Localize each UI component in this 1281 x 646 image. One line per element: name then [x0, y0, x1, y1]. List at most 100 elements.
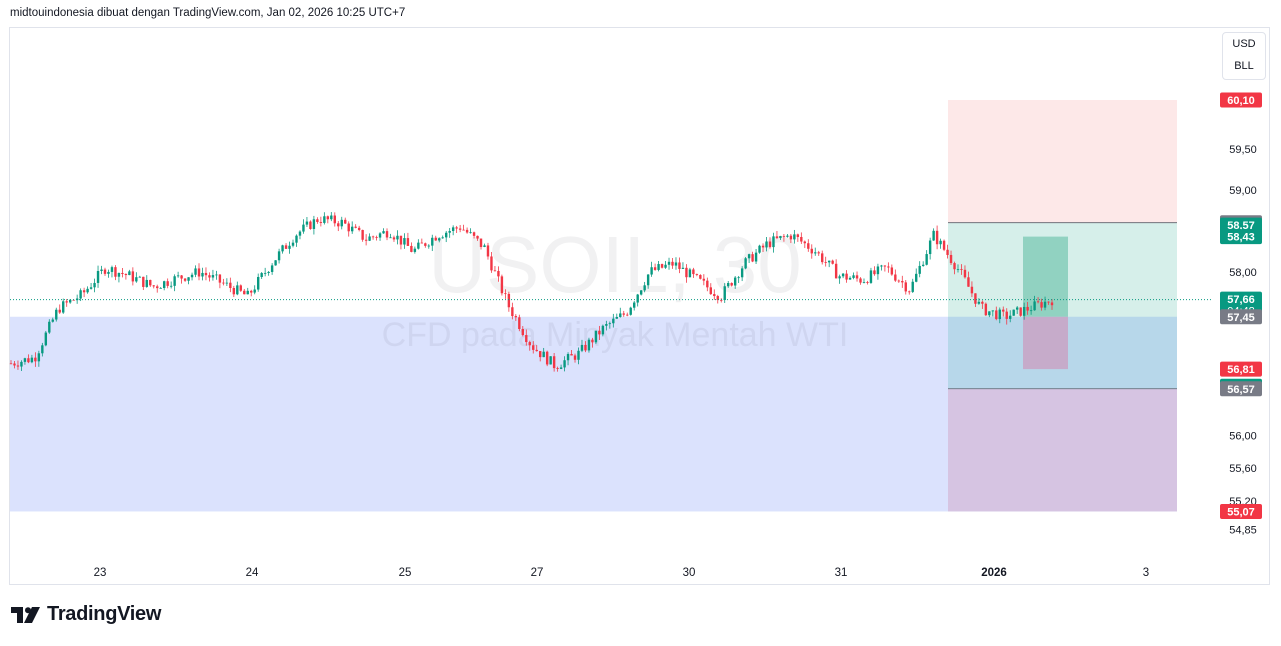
- candle: [93, 278, 96, 293]
- y-tick-label: 55,60: [1229, 463, 1257, 475]
- tradingview-brand: TradingView: [47, 603, 162, 625]
- candle-body: [1033, 301, 1036, 311]
- candle: [504, 289, 507, 299]
- candle-body: [246, 290, 249, 295]
- candle-body: [775, 236, 779, 239]
- candle: [730, 282, 733, 287]
- candle: [977, 298, 981, 305]
- candle: [779, 235, 782, 241]
- candle: [796, 233, 800, 242]
- candle-body: [37, 353, 41, 362]
- candle: [747, 253, 751, 264]
- candle: [103, 267, 107, 276]
- candle-body: [483, 245, 486, 247]
- candle-body: [490, 256, 493, 271]
- candle-body: [142, 276, 145, 287]
- candle: [883, 265, 887, 272]
- candle: [518, 314, 521, 332]
- candle-body: [1047, 301, 1050, 303]
- x-tick-label: 27: [531, 567, 544, 579]
- candle: [539, 351, 542, 362]
- candle: [636, 293, 639, 307]
- candle: [834, 259, 838, 279]
- x-tick-label: 25: [399, 567, 412, 579]
- candle-body: [51, 319, 54, 322]
- candle: [643, 281, 646, 293]
- candle-body: [121, 272, 124, 274]
- candle: [389, 233, 392, 239]
- candle-body: [876, 266, 880, 275]
- candle-body: [465, 229, 469, 233]
- candle-body: [333, 215, 336, 224]
- candle: [587, 337, 591, 353]
- candle-body: [532, 345, 535, 350]
- candle-body: [232, 288, 236, 295]
- candle-body: [963, 269, 967, 278]
- candle: [566, 352, 570, 366]
- candle: [462, 224, 465, 231]
- candle: [406, 232, 410, 247]
- candle-body: [100, 269, 103, 271]
- candle: [720, 298, 723, 303]
- price-label-text: 55,07: [1227, 506, 1255, 518]
- candle-body: [772, 236, 775, 248]
- currency-unit-badge[interactable]: USD BLL: [1222, 32, 1266, 80]
- candle: [664, 261, 667, 269]
- candle: [62, 298, 65, 314]
- candle-body: [580, 344, 584, 351]
- tradingview-logo[interactable]: TradingView: [11, 603, 161, 626]
- candle: [176, 271, 180, 278]
- candle-body: [445, 232, 448, 238]
- candle-body: [197, 268, 201, 277]
- candle: [782, 234, 786, 242]
- candle: [100, 265, 103, 275]
- candle-body: [991, 310, 995, 312]
- candle: [928, 237, 932, 260]
- candle-body: [897, 280, 901, 282]
- candle-body: [848, 277, 852, 280]
- candle: [486, 242, 490, 260]
- candle: [110, 265, 114, 278]
- candle: [354, 224, 357, 229]
- candle: [970, 281, 974, 298]
- candle: [55, 307, 58, 322]
- candle-body: [291, 242, 295, 246]
- candle: [685, 264, 688, 283]
- candle: [420, 238, 424, 244]
- candle: [142, 276, 145, 291]
- candle-body: [636, 294, 639, 303]
- candle: [991, 310, 995, 317]
- candle-body: [431, 237, 434, 246]
- candle: [284, 243, 288, 250]
- price-label-target: 58,43: [1220, 229, 1262, 245]
- candle: [166, 278, 169, 289]
- candle-body: [204, 272, 208, 276]
- candle: [483, 243, 486, 248]
- candle: [1012, 309, 1015, 316]
- candle-body: [114, 267, 117, 277]
- candle: [751, 251, 754, 263]
- candle: [862, 278, 866, 284]
- candle-body: [688, 269, 692, 278]
- candle-body: [169, 285, 173, 287]
- candle: [86, 286, 89, 294]
- candle-body: [831, 260, 834, 264]
- candle-body: [30, 357, 34, 363]
- candle-body: [901, 281, 904, 283]
- candle-body: [72, 299, 75, 301]
- candle: [768, 237, 772, 249]
- candle: [775, 231, 779, 240]
- candle: [218, 274, 222, 289]
- candle-body: [218, 274, 222, 283]
- candle: [573, 353, 577, 363]
- candle-body: [925, 254, 928, 265]
- candle-body: [643, 285, 646, 291]
- candle: [378, 232, 382, 241]
- candle-body: [1002, 309, 1005, 312]
- candle: [448, 228, 451, 238]
- candle: [114, 265, 117, 281]
- candle-body: [382, 231, 385, 234]
- candle: [901, 275, 904, 288]
- price-label-bg: [1220, 381, 1262, 397]
